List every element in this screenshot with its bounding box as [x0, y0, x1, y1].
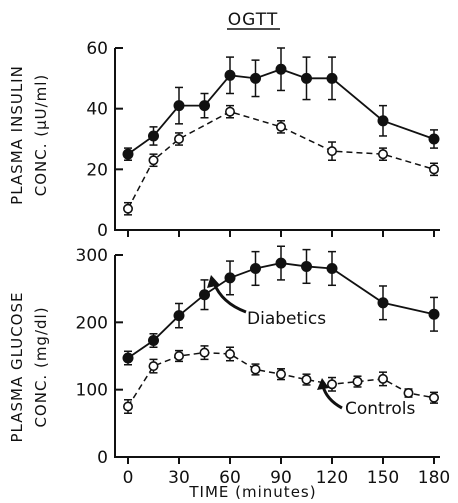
insulin-filled-series-point — [301, 72, 312, 84]
diabetics-arrow — [212, 282, 247, 314]
insulin-y-tick-label: 40 — [86, 100, 108, 120]
insulin-panel: 0 20 40 60 — [86, 39, 440, 241]
glucose-controls-point — [174, 350, 185, 361]
glucose-x-tick-label: 180 — [418, 468, 450, 488]
glucose-diabetics-point — [377, 297, 389, 309]
glucose-controls-point — [250, 364, 261, 375]
glucose-controls-point — [326, 379, 337, 390]
insulin-filled-series-point — [377, 115, 389, 127]
glucose-controls-point — [148, 361, 159, 372]
x-axis-title: TIME (minutes) — [188, 483, 316, 501]
glucose-controls-point — [403, 388, 414, 399]
insulin-ylabel-line1: PLASMA INSULIN — [8, 65, 26, 205]
chart-title: OGTT — [228, 10, 278, 30]
glucose-diabetics-point — [224, 272, 236, 284]
insulin-filled-series-point — [148, 130, 159, 142]
insulin-y-tick-label: 60 — [86, 39, 108, 59]
glucose-y-tick-label: 300 — [76, 246, 108, 266]
glucose-controls-point — [301, 374, 312, 385]
glucose-panel: 0 100 200 300 0 30 60 90 120 150 180 — [76, 245, 450, 488]
insulin-open-series-point — [174, 134, 185, 145]
glucose-diabetics-point — [199, 289, 210, 301]
controls-annotation: Controls — [345, 399, 415, 419]
glucose-controls-point — [275, 369, 286, 380]
insulin-filled-series-point — [250, 72, 261, 84]
insulin-filled-series-point — [275, 63, 287, 75]
glucose-diabetics-point — [148, 335, 159, 347]
controls-arrowhead — [317, 378, 329, 390]
insulin-filled-series-point — [173, 100, 185, 112]
glucose-ylabel-line1: PLASMA GLUCOSE — [8, 292, 26, 443]
glucose-controls-point — [225, 348, 236, 359]
insulin-filled-series-point — [326, 72, 338, 84]
glucose-diabetics-point — [173, 310, 185, 322]
insulin-open-series-point — [123, 203, 134, 214]
glucose-controls-point — [199, 347, 210, 358]
insulin-open-series-point — [225, 106, 236, 117]
insulin-filled-series-point — [428, 133, 440, 145]
insulin-open-series-line — [127, 110, 435, 210]
glucose-x-tick-label: 60 — [219, 468, 241, 488]
insulin-filled-series-point — [199, 100, 210, 112]
glucose-controls-point — [428, 392, 439, 403]
insulin-y-tick-label: 20 — [86, 160, 108, 180]
glucose-x-tick-label: 90 — [270, 468, 292, 488]
glucose-diabetics-point — [122, 352, 134, 364]
insulin-open-series-point — [148, 155, 159, 166]
insulin-open-series-point — [377, 149, 388, 160]
glucose-diabetics-point — [428, 308, 440, 320]
glucose-x-tick-label: 120 — [316, 468, 348, 488]
glucose-controls-point — [123, 401, 134, 412]
diabetics-annotation: Diabetics — [247, 309, 326, 329]
glucose-controls-point — [377, 373, 388, 384]
insulin-filled-series-point — [122, 148, 134, 160]
insulin-open-series-point — [326, 146, 337, 157]
insulin-open-series-point — [275, 121, 286, 132]
glucose-diabetics-point — [301, 260, 312, 272]
glucose-y-tick-label: 100 — [76, 381, 108, 401]
glucose-controls-point — [352, 376, 363, 387]
insulin-filled-series-point — [224, 69, 236, 81]
glucose-ylabel-line2: CONC. (mg/dl) — [32, 306, 50, 427]
insulin-ylabel-line2: CONC. (μU/ml) — [32, 74, 50, 197]
diabetics-arrowhead — [207, 275, 220, 288]
glucose-diabetics-point — [275, 257, 287, 269]
glucose-x-tick-label: 30 — [168, 468, 190, 488]
glucose-diabetics-point — [326, 262, 338, 274]
glucose-diabetics-point — [250, 262, 261, 274]
insulin-y-tick-label: 0 — [97, 221, 108, 241]
glucose-x-tick-label: 0 — [123, 468, 134, 488]
glucose-y-tick-label: 0 — [97, 448, 108, 468]
insulin-open-series-point — [428, 164, 439, 175]
glucose-x-tick-label: 150 — [367, 468, 399, 488]
glucose-y-tick-label: 200 — [76, 313, 108, 333]
